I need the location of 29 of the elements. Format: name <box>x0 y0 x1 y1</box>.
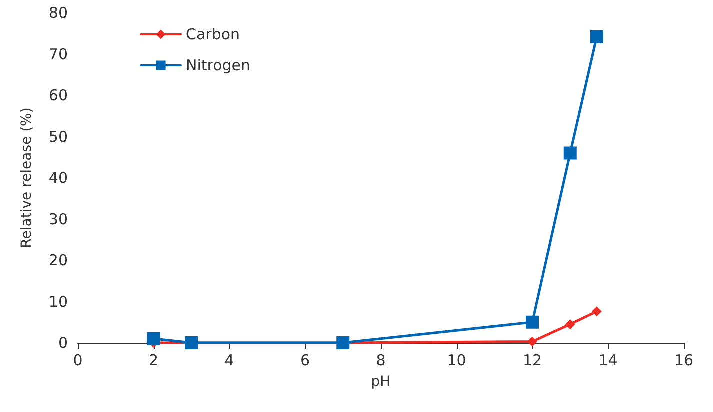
x-tick-label: 2 <box>148 352 159 370</box>
x-tick-label: 4 <box>224 352 234 370</box>
x-axis-title: pH <box>371 374 391 390</box>
x-tick-label: 0 <box>73 352 83 370</box>
legend-label: Carbon <box>186 26 240 44</box>
point <box>528 336 538 347</box>
y-tick-label: 80 <box>48 4 68 22</box>
point <box>590 30 604 44</box>
point <box>564 146 577 160</box>
point <box>526 316 539 329</box>
y-tick-label: 0 <box>58 334 68 352</box>
y-tick-label: 10 <box>48 292 68 311</box>
y-tick-label: 70 <box>48 45 68 64</box>
point <box>592 306 602 317</box>
y-tick-label: 30 <box>48 210 68 228</box>
x-tick-label: 10 <box>447 352 466 370</box>
y-tick-label: 40 <box>48 169 68 187</box>
x-tick-label: 16 <box>674 352 694 370</box>
x-tick-label: 8 <box>376 352 386 370</box>
legend-label: Nitrogen <box>186 56 251 74</box>
y-tick-label: 60 <box>48 86 68 104</box>
y-tick-label: 20 <box>48 252 68 270</box>
x-tick-label: 12 <box>522 352 542 370</box>
point <box>565 319 576 330</box>
x-tick-label: 14 <box>598 352 618 370</box>
y-tick-label: 50 <box>48 128 68 146</box>
y-axis-title: Relative release (%) <box>19 108 35 248</box>
point <box>147 332 160 346</box>
x-tick-label: 6 <box>300 352 310 370</box>
